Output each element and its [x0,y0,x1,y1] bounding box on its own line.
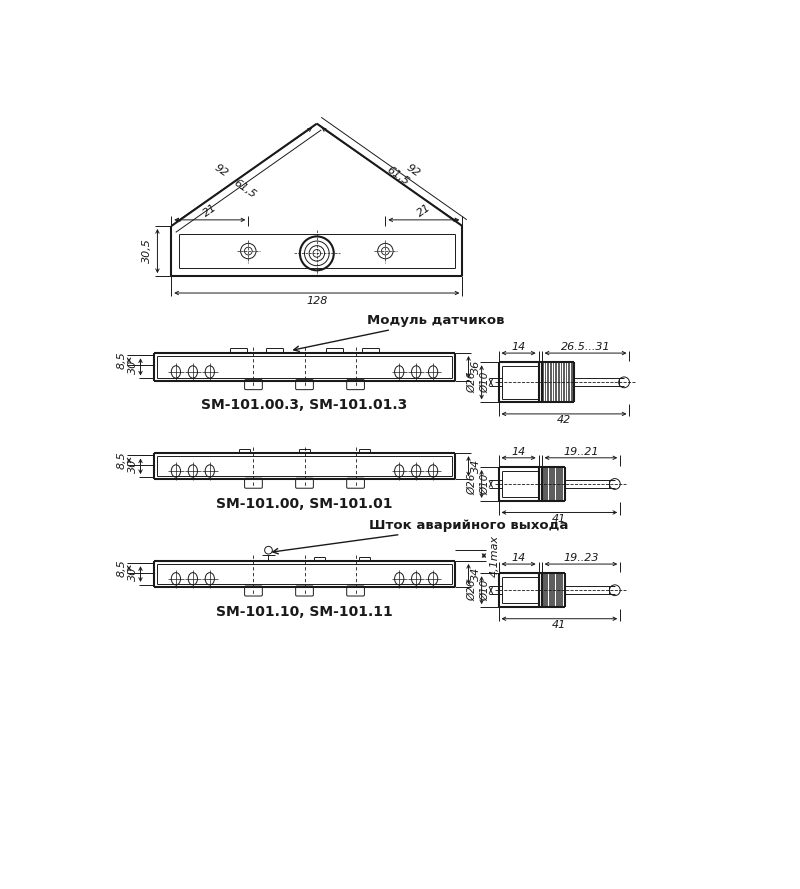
Text: 92: 92 [212,163,230,180]
Text: Ø26: Ø26 [467,580,478,601]
Text: 92: 92 [404,163,422,180]
Text: 19..21: 19..21 [563,446,598,457]
Text: 8,5: 8,5 [116,351,126,369]
Text: 128: 128 [306,296,327,306]
Text: 19..23: 19..23 [563,553,598,563]
Text: 26.5...31: 26.5...31 [561,342,610,352]
Text: Ø26: Ø26 [467,372,478,393]
Text: Ø26: Ø26 [467,473,478,494]
Text: 42: 42 [557,415,571,425]
Text: Ø10: Ø10 [480,473,490,494]
Text: SM-101.00.3, SM-101.01.3: SM-101.00.3, SM-101.01.3 [202,398,408,412]
Text: 8,5: 8,5 [116,559,126,577]
Text: Модуль датчиков: Модуль датчиков [294,314,505,351]
Text: 4,1max: 4,1max [490,534,500,577]
Text: SM-101.10, SM-101.11: SM-101.10, SM-101.11 [216,605,393,619]
Text: 41: 41 [552,620,566,630]
Text: 21: 21 [415,203,433,219]
Text: 30: 30 [128,459,138,474]
Text: 61,5: 61,5 [385,165,411,188]
Text: Ø10: Ø10 [480,372,490,393]
Text: SM-101.00, SM-101.01: SM-101.00, SM-101.01 [216,497,393,511]
Text: 14: 14 [511,553,526,563]
Text: Ø10: Ø10 [480,580,490,601]
Text: 34: 34 [471,459,482,474]
Text: 14: 14 [511,342,526,352]
Text: 8,5: 8,5 [116,452,126,469]
Text: 14: 14 [511,446,526,457]
Text: 41: 41 [552,514,566,524]
Text: 30: 30 [128,360,138,374]
Text: 30,5: 30,5 [142,238,152,263]
Text: 30: 30 [128,567,138,581]
Text: Шток аварийного выхода: Шток аварийного выхода [273,518,568,554]
Text: 36: 36 [471,360,482,374]
Text: 21: 21 [201,203,218,219]
Text: 34: 34 [471,567,482,581]
Text: 61,5: 61,5 [231,178,258,200]
